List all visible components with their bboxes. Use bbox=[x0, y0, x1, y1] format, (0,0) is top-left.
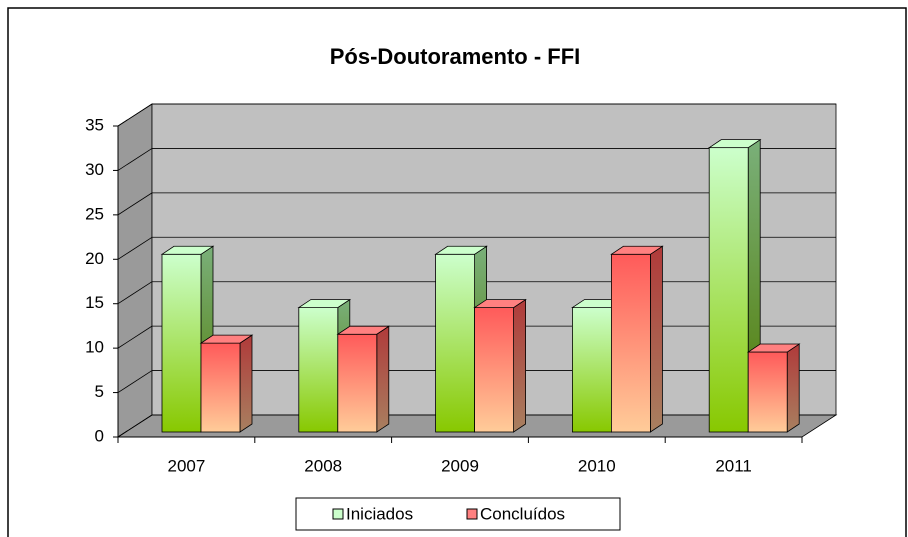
x-tick-label: 2011 bbox=[715, 456, 752, 475]
grid-line bbox=[117, 281, 153, 305]
bar-front bbox=[474, 307, 515, 433]
bar bbox=[610, 245, 664, 433]
legend bbox=[295, 497, 621, 531]
x-tick-label: 2008 bbox=[304, 456, 342, 475]
bar-front bbox=[435, 253, 476, 433]
bar-top bbox=[336, 325, 391, 335]
y-tick-label: 10 bbox=[85, 338, 104, 357]
bar bbox=[199, 334, 254, 433]
chart-title: Pós-Doutoramento - FFI bbox=[330, 44, 581, 69]
bar-side bbox=[513, 298, 526, 433]
bar-top bbox=[297, 299, 352, 309]
bar-top bbox=[473, 299, 527, 309]
y-tick-label: 25 bbox=[85, 204, 104, 223]
bar-top bbox=[746, 343, 801, 353]
bar-side bbox=[650, 245, 663, 433]
x-tick-label: 2009 bbox=[441, 456, 479, 475]
bar bbox=[473, 298, 527, 433]
y-tick-label: 20 bbox=[85, 249, 104, 268]
grid-line bbox=[117, 325, 153, 349]
bar-side bbox=[239, 334, 253, 433]
bar-front bbox=[708, 147, 749, 433]
legend-label: Iniciados bbox=[346, 504, 413, 523]
chart-frame bbox=[7, 7, 907, 537]
y-tick-label: 5 bbox=[95, 382, 104, 401]
legend-swatch bbox=[466, 508, 478, 520]
side-wall bbox=[117, 103, 153, 438]
bar-top bbox=[199, 334, 254, 344]
bar-side bbox=[376, 325, 390, 433]
y-tick-label: 30 bbox=[85, 160, 104, 179]
bar bbox=[336, 325, 391, 433]
bar-top bbox=[434, 245, 488, 255]
grid-line bbox=[117, 414, 153, 438]
bar-front bbox=[611, 253, 651, 433]
grid-line bbox=[117, 148, 153, 171]
bar-top bbox=[610, 245, 664, 255]
bar bbox=[746, 343, 801, 433]
y-tick-label: 0 bbox=[95, 426, 104, 445]
y-tick-label: 35 bbox=[85, 115, 104, 134]
grid-line bbox=[117, 192, 153, 216]
legend-swatch bbox=[332, 508, 344, 520]
bar-top bbox=[707, 139, 762, 149]
grid-line bbox=[117, 370, 153, 393]
bar-front bbox=[747, 351, 788, 433]
y-tick-label: 15 bbox=[85, 293, 104, 312]
x-tick-label: 2007 bbox=[167, 456, 205, 475]
bar-front bbox=[200, 342, 241, 433]
legend-label: Concluídos bbox=[480, 504, 565, 523]
grid-line bbox=[117, 103, 153, 127]
x-tick-label: 2010 bbox=[578, 456, 616, 475]
bar-front bbox=[298, 307, 339, 433]
bar-front bbox=[572, 307, 612, 433]
bar-front bbox=[337, 333, 378, 433]
bar-front bbox=[161, 253, 202, 433]
bar-top bbox=[160, 245, 215, 255]
bar-side bbox=[786, 343, 800, 433]
grid-line bbox=[117, 236, 153, 260]
